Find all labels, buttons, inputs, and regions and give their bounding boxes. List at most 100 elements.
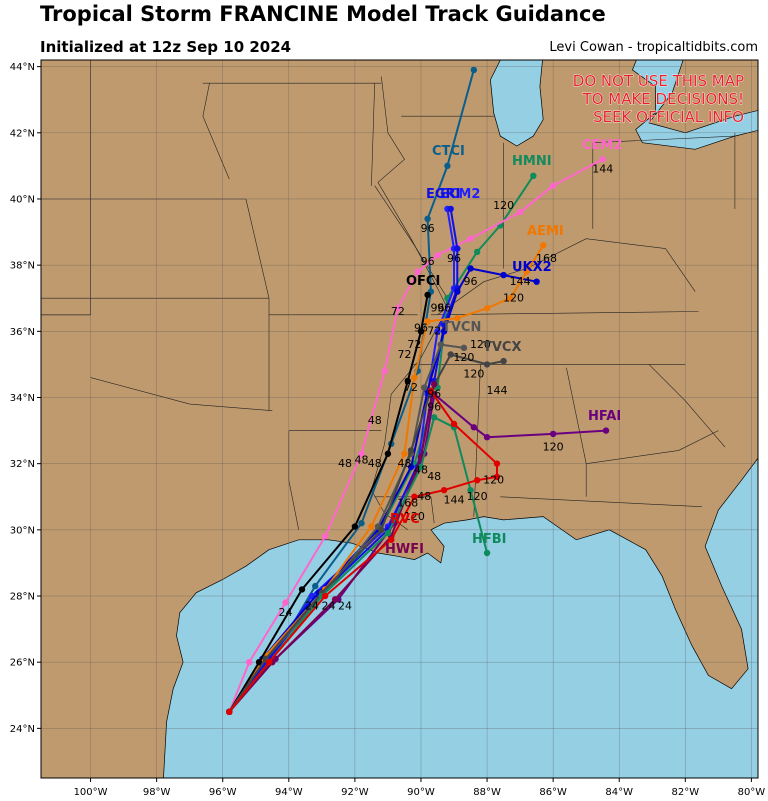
hour-label: 144 xyxy=(592,162,613,175)
model-name-cem2: CEM2 xyxy=(582,138,622,153)
hour-label: 48 xyxy=(414,464,428,477)
state-border xyxy=(371,83,375,186)
track-point xyxy=(226,708,233,716)
model-name-ecm2: ECM2 xyxy=(440,187,480,202)
track-point xyxy=(602,427,610,434)
model-name-hfbi: HFBI xyxy=(472,532,507,547)
track-point xyxy=(378,526,385,534)
hour-label: 120 xyxy=(463,368,484,381)
model-name-hwfi: HWFI xyxy=(385,542,424,557)
track-point xyxy=(417,328,425,335)
track-point xyxy=(351,523,359,530)
track-point xyxy=(321,592,329,600)
track-point xyxy=(245,658,253,666)
hour-label: 168 xyxy=(397,497,418,510)
map-title: Tropical Storm FRANCINE Model Track Guid… xyxy=(40,2,606,26)
lake-michigan xyxy=(490,60,544,147)
hour-label: 120 xyxy=(483,474,504,487)
lat-label: 30°N xyxy=(10,525,35,536)
track-point xyxy=(454,288,461,295)
hour-label: 120 xyxy=(404,510,425,523)
track-point xyxy=(282,599,289,606)
track-line-ofci xyxy=(228,294,429,713)
state-border xyxy=(430,311,699,316)
lon-label: 90°W xyxy=(407,787,435,798)
lat-label: 42°N xyxy=(10,128,35,139)
state-border xyxy=(202,83,230,180)
map-frame xyxy=(40,59,759,779)
track-point xyxy=(549,182,557,189)
track-line-hfai xyxy=(228,393,607,713)
track-point xyxy=(473,248,481,256)
track-point xyxy=(430,381,438,388)
track-point xyxy=(440,328,448,335)
hour-label: 72 xyxy=(407,338,421,351)
track-point xyxy=(483,361,491,368)
track-point xyxy=(404,377,411,385)
track-point xyxy=(384,529,392,537)
track-point xyxy=(467,265,474,272)
hour-label: 120 xyxy=(503,292,524,305)
warning-text: DO NOT USE THIS MAP xyxy=(573,72,744,90)
track-point xyxy=(549,430,557,438)
hour-label: 96 xyxy=(414,321,428,334)
track-point xyxy=(454,314,461,322)
model-name-rvc: RVC xyxy=(390,512,420,527)
hour-label: 48 xyxy=(427,470,441,483)
state-border xyxy=(473,364,481,517)
track-point xyxy=(530,172,537,180)
track-point xyxy=(434,252,441,259)
track-point xyxy=(437,341,445,348)
model-name-egri: EGRI xyxy=(426,187,460,202)
state-border xyxy=(500,496,702,507)
hour-label: 72 xyxy=(427,325,441,338)
track-point xyxy=(440,486,448,494)
hour-label: 24 xyxy=(321,599,335,612)
track-point xyxy=(540,242,547,249)
track-point xyxy=(368,523,375,530)
track-point xyxy=(599,156,606,163)
hour-label: 120 xyxy=(467,490,488,503)
hour-label: 48 xyxy=(338,457,352,470)
lon-label: 86°W xyxy=(539,787,567,798)
track-point xyxy=(533,278,540,285)
track-point xyxy=(483,549,491,557)
track-point xyxy=(447,205,454,213)
track-point xyxy=(411,374,418,381)
track-point xyxy=(430,414,438,421)
track-point xyxy=(421,384,428,391)
track-point xyxy=(460,344,468,352)
track-point xyxy=(500,357,507,365)
state-border xyxy=(245,198,270,299)
track-point xyxy=(384,450,392,457)
hour-label: 120 xyxy=(453,351,474,364)
hour-label: 120 xyxy=(543,440,564,453)
hour-label: 72 xyxy=(397,348,411,361)
track-point xyxy=(470,424,478,431)
hour-label: 24 xyxy=(338,599,352,612)
track-point xyxy=(358,520,365,527)
hour-label: 96 xyxy=(430,301,444,314)
track-point xyxy=(467,486,474,494)
hour-label: 24 xyxy=(279,606,293,619)
track-point xyxy=(470,66,478,74)
track-point xyxy=(483,304,491,312)
model-name-ctci: CTCI xyxy=(432,144,465,159)
lon-label: 96°W xyxy=(209,787,237,798)
hour-label: 48 xyxy=(417,490,431,503)
track-point xyxy=(424,215,431,223)
track-point xyxy=(424,318,431,325)
lon-label: 88°W xyxy=(473,787,501,798)
state-border xyxy=(90,377,273,411)
track-point xyxy=(450,420,458,428)
lon-label: 82°W xyxy=(671,787,699,798)
model-name-hfai: HFAI xyxy=(588,409,621,424)
state-border xyxy=(586,430,719,464)
state-border xyxy=(437,238,666,316)
lat-label: 28°N xyxy=(10,592,35,603)
track-point xyxy=(298,586,306,593)
hour-label: 120 xyxy=(493,199,514,212)
track-point xyxy=(411,493,418,500)
